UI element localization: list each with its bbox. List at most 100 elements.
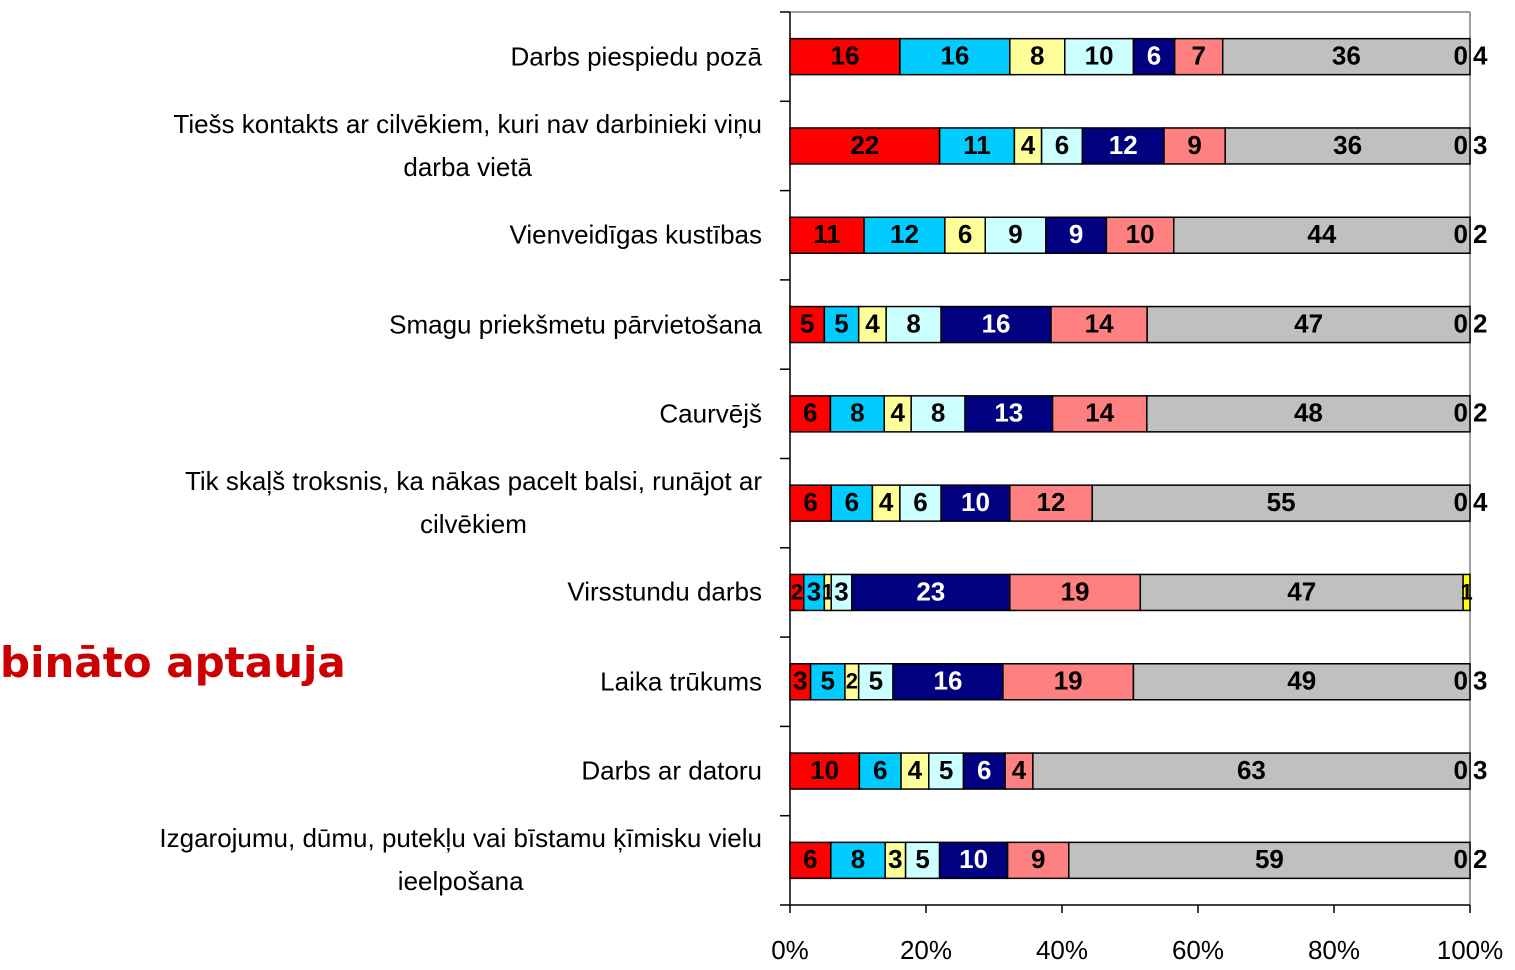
segment-label: 4 [1012,755,1027,785]
bar-segment [809,663,846,701]
segment-label: 6 [803,398,817,428]
segment-label: 6 [1147,41,1161,71]
segment-label: 3 [888,844,902,874]
segment-label: 19 [1054,666,1083,696]
bar-segment [1163,127,1226,165]
segment-label: 9 [1031,844,1045,874]
bar-segment [789,395,832,433]
category-label: Darbs ar datoru [581,755,762,786]
bar-segment [928,752,965,790]
segment-label: 0 [1454,666,1468,696]
segment-label: 8 [851,844,865,874]
segment-label: 0 [1454,41,1468,71]
bar-segment [1173,216,1471,254]
segment-label: 5 [834,308,848,338]
bar-segment [899,37,1011,76]
bar-segment [1462,573,1471,612]
bar-segment [789,841,832,880]
bar-segment [789,127,941,165]
outside-label: 2 [1473,219,1487,249]
segment-label: 5 [800,308,814,338]
bar-segment [940,305,1052,344]
bar-segment [1132,37,1176,76]
segment-label: 59 [1255,844,1284,874]
x-tick-label: 80% [1308,935,1360,965]
category-label: Smagu priekšmetu pārvietošana [389,309,762,340]
bar-segment [1051,395,1148,433]
segment-label: 4 [1021,130,1036,160]
bar-segment [1091,484,1471,522]
segment-label: 8 [1030,41,1044,71]
bar-segment [910,395,966,433]
segment-label: 4 [908,755,923,785]
x-tick-label: 60% [1172,935,1224,965]
bar-segment [1146,305,1471,344]
category-label: Virsstundu darbs [567,576,762,607]
bar-segment [1068,841,1471,880]
segment-label: 63 [1237,755,1266,785]
bar-segment [1004,752,1034,790]
bar-segment [789,37,901,76]
bar-segment [851,573,1011,612]
segment-label: 49 [1287,666,1316,696]
bar-segment [823,305,860,344]
segment-label: 5 [939,755,953,785]
bar-segment [1009,484,1093,522]
category-label: Laika trūkums [600,666,762,697]
segment-label: 3 [793,666,807,696]
segment-label: 2 [846,669,858,694]
bar-segment [940,484,1011,522]
bar-segment [1221,37,1471,76]
x-tick-label: 100% [1437,935,1504,965]
segment-label: 4 [865,308,880,338]
bar-segment [938,841,1009,880]
segment-label: 0 [1454,308,1468,338]
segment-label: 10 [961,487,990,517]
bar-segment [857,305,887,344]
annotation: bināto aptauja [0,638,346,687]
category-label: Darbs piespiedu pozā [510,41,763,72]
segment-label: 14 [1085,308,1114,338]
outside-label: 3 [1473,666,1487,696]
segment-label: 14 [1085,398,1114,428]
bar-segment [1040,127,1084,165]
outside-label: 4 [1473,487,1488,517]
segment-label: 11 [813,219,841,249]
segment-label: 12 [890,219,919,249]
segment-label: 3 [807,576,821,606]
segment-label: 0 [1454,398,1468,428]
bar-segment [1173,37,1224,76]
segment-label: 11 [963,130,991,160]
bar-segment [1045,216,1108,254]
bar-segment [964,395,1054,433]
segment-label: 6 [977,755,991,785]
bar-segment [1013,127,1043,165]
segment-label: 8 [850,398,864,428]
category-label: Tik skaļš troksnis, ka nākas pacelt bals… [184,466,762,540]
category-label: Caurvējš [659,398,762,429]
segment-label: 16 [940,41,969,71]
segment-label: 16 [982,308,1011,338]
segment-label: 5 [821,666,835,696]
segment-label: 5 [915,844,929,874]
segment-label: 4 [879,487,894,517]
segment-label: 10 [810,755,839,785]
segment-label: 10 [1085,41,1114,71]
segment-label: 0 [1454,130,1468,160]
outside-label: 2 [1473,844,1487,874]
bar-segment [892,663,1004,701]
segment-label: 19 [1061,576,1090,606]
bar-segment [899,484,942,522]
segment-label: 55 [1267,487,1296,517]
segment-label: 44 [1307,219,1336,249]
bar-segment [863,216,946,254]
bar-segment [1009,573,1142,612]
segment-label: 6 [873,755,887,785]
segment-label: 6 [958,219,972,249]
bar-segment [789,305,826,344]
segment-label: 10 [959,844,988,874]
segment-label: 9 [1069,219,1083,249]
segment-label: 10 [1126,219,1155,249]
bar-segment [789,216,865,254]
